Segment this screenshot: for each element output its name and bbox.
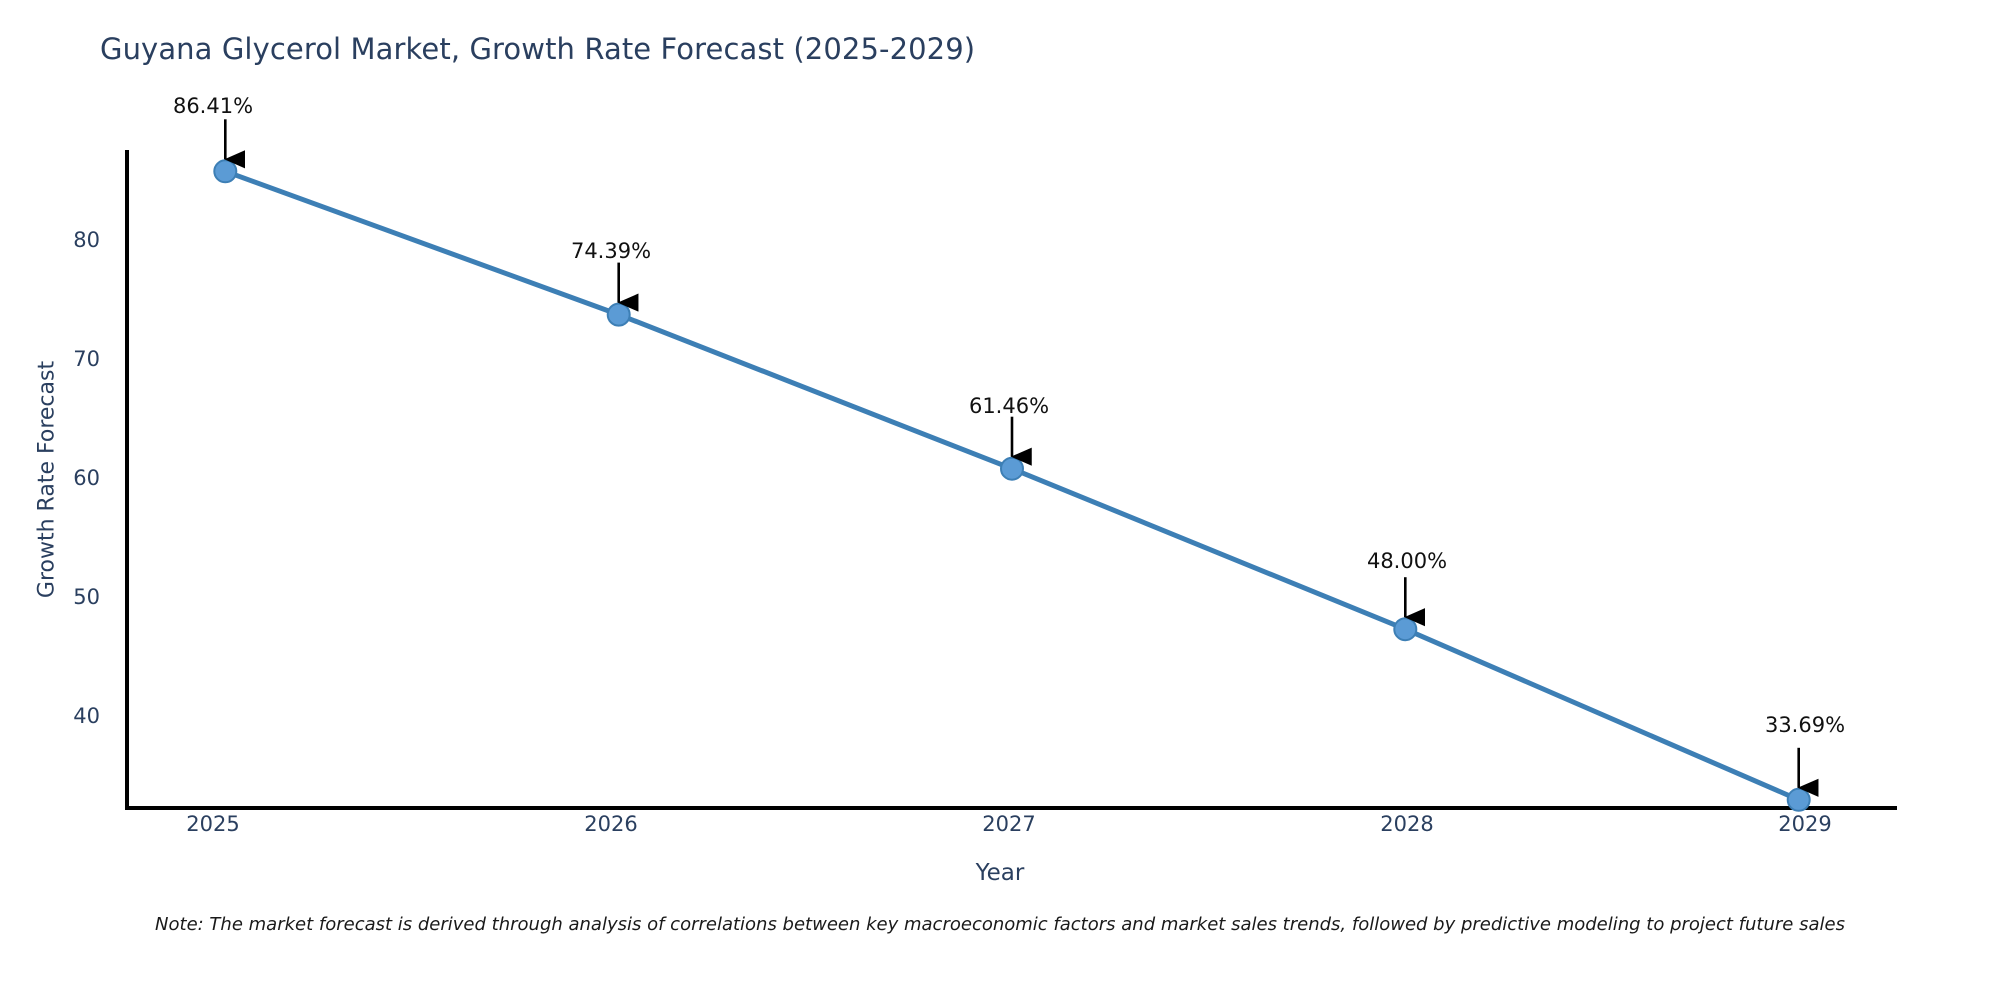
x-tick-label: 2026	[584, 812, 638, 836]
chart-title: Guyana Glycerol Market, Growth Rate Fore…	[100, 32, 976, 66]
data-point-label: 74.39%	[570, 239, 652, 263]
data-point-marker	[606, 302, 631, 327]
data-point-marker	[1786, 787, 1811, 812]
data-point-label: 86.41%	[172, 94, 254, 118]
y-tick-label: 50	[73, 585, 100, 609]
y-tick-label: 70	[73, 347, 100, 371]
data-point-marker	[213, 159, 238, 184]
data-point-label: 61.46%	[968, 394, 1050, 418]
data-series-line	[222, 168, 1802, 803]
data-point-label: 48.00%	[1366, 549, 1448, 573]
x-tick-label: 2027	[982, 812, 1036, 836]
x-tick-label: 2028	[1380, 812, 1434, 836]
x-axis-title: Year	[975, 860, 1025, 886]
y-tick-label: 40	[73, 704, 100, 728]
data-point-label: 33.69%	[1764, 713, 1846, 737]
annotation-arrows	[224, 119, 1819, 797]
y-tick-label: 80	[73, 228, 100, 252]
x-tick-label: 2029	[1778, 812, 1832, 836]
data-point-marker	[1393, 617, 1418, 642]
x-tick-label: 2025	[186, 812, 240, 836]
data-markers	[213, 159, 1811, 812]
data-point-marker	[1000, 456, 1024, 481]
chart-footnote: Note: The market forecast is derived thr…	[155, 914, 1845, 935]
y-tick-label: 60	[73, 466, 100, 490]
